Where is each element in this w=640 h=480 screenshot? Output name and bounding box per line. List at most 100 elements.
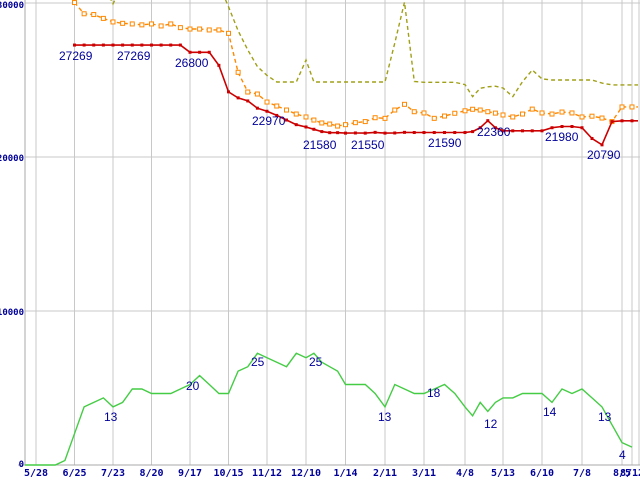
data-point-marker <box>353 131 357 135</box>
data-point-marker <box>198 50 202 54</box>
data-point-marker <box>500 112 506 118</box>
data-point-marker <box>492 110 498 116</box>
data-point-marker <box>129 21 135 27</box>
data-point-marker <box>511 129 515 133</box>
y-axis-tick-label: 30000 <box>0 1 24 11</box>
data-point-marker <box>352 120 358 126</box>
x-axis-tick-label: 12/10 <box>291 468 321 479</box>
data-point-marker <box>569 110 575 116</box>
x-axis-tick-label: 8/20 <box>139 468 163 479</box>
data-point-marker <box>265 109 269 113</box>
data-point-marker <box>81 11 87 17</box>
price-value-label: 21550 <box>351 138 385 152</box>
data-point-marker <box>336 131 340 135</box>
data-point-marker <box>188 50 192 54</box>
data-point-marker <box>382 115 388 121</box>
data-point-marker <box>471 130 475 134</box>
data-point-marker <box>411 109 417 115</box>
data-point-marker <box>560 125 564 129</box>
data-point-marker <box>264 99 270 105</box>
shop-count-label: 13 <box>378 410 392 424</box>
x-axis-labels: 5/28 6/25 7/23 8/20 9/17 10/15 11/12 12/10 1/14 2… <box>24 468 640 479</box>
data-point-marker <box>159 43 163 47</box>
data-point-marker <box>402 101 407 107</box>
data-point-marker <box>443 131 446 135</box>
series-lowest-price <box>73 43 638 147</box>
shop-count-label: 13 <box>104 410 118 424</box>
price-value-labels: 27269 27269 26800 22970 21580 21550 21590 22360… <box>59 49 621 162</box>
data-point-marker <box>255 106 259 110</box>
data-point-marker <box>493 126 497 130</box>
data-point-marker <box>530 129 534 133</box>
data-point-marker <box>432 131 436 135</box>
data-point-marker <box>550 126 554 130</box>
data-point-marker <box>293 111 299 117</box>
data-point-marker <box>521 129 524 133</box>
x-axis-tick-label: 7/8 <box>573 468 591 479</box>
data-point-marker <box>540 129 544 133</box>
data-point-marker <box>463 131 467 135</box>
data-point-marker <box>579 114 585 120</box>
axes <box>18 0 640 466</box>
data-point-marker <box>320 130 324 134</box>
data-point-marker <box>319 120 325 126</box>
data-point-marker <box>101 43 105 47</box>
x-axis-tick-label: 8/12 <box>620 468 640 479</box>
data-point-marker <box>452 110 458 116</box>
data-point-marker <box>82 43 86 47</box>
data-point-marker <box>344 131 347 135</box>
y-axis-tick-label: 0 <box>19 460 24 470</box>
data-point-marker <box>150 43 153 47</box>
data-point-marker <box>619 104 625 110</box>
data-point-marker <box>462 108 468 114</box>
data-point-marker <box>486 119 490 123</box>
data-point-marker <box>362 119 368 125</box>
data-point-marker <box>570 125 574 129</box>
shop-count-label: 12 <box>484 417 498 431</box>
data-point-marker <box>620 119 624 123</box>
data-point-marker <box>559 109 565 115</box>
data-point-marker <box>274 103 280 109</box>
price-value-label: 21590 <box>428 136 462 150</box>
series-highest-price <box>110 0 638 98</box>
data-point-marker <box>363 131 367 135</box>
x-axis-tick-label: 11/12 <box>252 468 282 479</box>
data-point-marker <box>610 120 614 124</box>
data-point-marker <box>73 43 76 47</box>
data-point-marker <box>254 91 260 97</box>
shop-count-label: 25 <box>309 355 323 369</box>
data-point-marker <box>92 43 96 47</box>
x-axis-tick-label: 7/23 <box>101 468 125 479</box>
y-axis-tick-label: 20000 <box>0 154 24 164</box>
data-point-marker <box>177 25 183 31</box>
data-point-marker <box>110 19 116 25</box>
data-point-marker <box>227 90 230 94</box>
data-point-marker <box>226 30 231 36</box>
data-point-marker <box>520 111 525 117</box>
data-point-marker <box>207 50 211 54</box>
data-point-marker <box>245 89 251 95</box>
data-point-marker <box>529 106 535 112</box>
data-point-marker <box>335 123 341 129</box>
data-point-marker <box>235 69 241 75</box>
data-point-marker <box>478 126 482 130</box>
data-point-marker <box>216 27 222 33</box>
data-point-marker <box>327 121 333 127</box>
series-shops-count-line <box>25 352 633 466</box>
data-point-marker <box>294 123 298 127</box>
data-point-marker <box>111 43 115 47</box>
data-point-marker <box>629 104 635 110</box>
price-value-label: 27269 <box>117 49 151 63</box>
data-point-marker <box>422 131 426 135</box>
x-axis-tick-label: 10/15 <box>213 468 243 479</box>
price-value-label: 22970 <box>252 114 286 128</box>
data-point-marker <box>217 63 221 67</box>
shop-count-label: 4 <box>619 448 626 462</box>
data-point-marker <box>168 21 174 27</box>
data-point-marker <box>139 22 145 28</box>
data-point-marker <box>630 119 634 123</box>
y-axis-labels: 30000 20000 10000 0 <box>0 1 24 470</box>
data-point-marker <box>392 107 398 113</box>
data-point-marker <box>304 125 308 129</box>
